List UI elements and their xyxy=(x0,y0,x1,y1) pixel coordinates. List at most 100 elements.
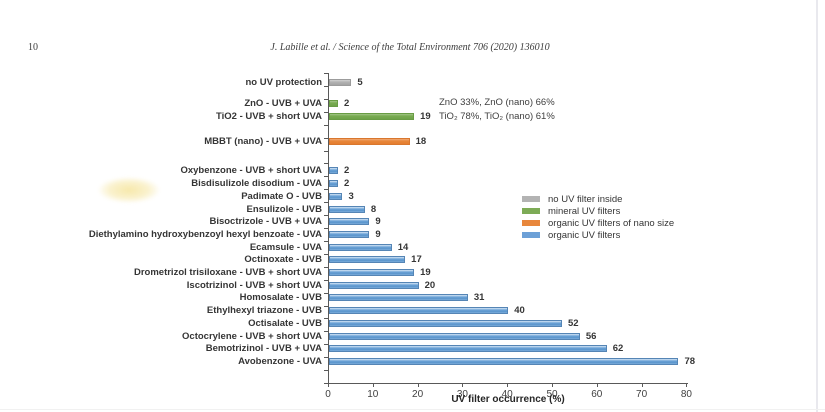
y-axis-tick xyxy=(324,253,328,255)
bar xyxy=(329,243,392,251)
highlighter-mark xyxy=(98,177,160,203)
y-axis-tick xyxy=(324,344,328,346)
bar xyxy=(329,281,419,289)
category-label: Octinoxate - UVB xyxy=(244,254,322,266)
bar xyxy=(329,345,607,353)
y-axis-tick xyxy=(324,85,328,87)
bar xyxy=(329,112,415,120)
value-label: 3 xyxy=(348,190,354,202)
y-axis-tick xyxy=(324,228,328,229)
category-label: Ecamsule - UVA xyxy=(249,241,322,253)
y-axis-tick xyxy=(324,318,328,320)
category-label: Bisdisulizole disodium - UVA xyxy=(191,178,322,190)
value-label: 52 xyxy=(567,317,579,329)
x-axis-tick xyxy=(596,383,598,387)
x-tick-label: 0 xyxy=(325,389,331,400)
x-axis-tick xyxy=(462,383,464,387)
y-axis-tick xyxy=(324,331,328,333)
bar xyxy=(329,218,370,226)
x-tick-label: 70 xyxy=(636,389,648,400)
x-axis xyxy=(328,383,689,384)
legend-label: mineral UV filters xyxy=(548,205,621,217)
bar xyxy=(329,100,338,108)
x-axis-tick xyxy=(641,383,643,387)
value-label: 2 xyxy=(343,165,350,177)
legend-swatch-organic-nano xyxy=(522,220,540,226)
y-axis-tick xyxy=(324,98,328,100)
x-axis-tick xyxy=(507,383,509,387)
value-label: 62 xyxy=(612,343,624,355)
value-label: 19 xyxy=(420,267,431,278)
y-axis-tick xyxy=(324,202,328,204)
bar xyxy=(329,138,410,146)
y-axis-tick xyxy=(324,215,328,217)
category-label: Iscotrizinol - UVB + short UVA xyxy=(186,279,322,291)
running-head: J. Labille et al. / Science of the Total… xyxy=(270,42,550,53)
category-label: Diethylamino hydroxybenzoyl hexyl benzoa… xyxy=(88,228,322,240)
bar xyxy=(329,205,365,213)
bar xyxy=(329,192,343,200)
y-axis-tick xyxy=(324,189,328,191)
y-axis-tick xyxy=(324,357,328,359)
legend-label: no UV filter inside xyxy=(548,193,623,205)
category-label: Octisalate - UVB xyxy=(248,317,322,329)
y-axis-tick xyxy=(324,266,328,268)
x-axis-title: UV filter occurrence (%) xyxy=(451,394,565,405)
value-label: 9 xyxy=(375,228,381,240)
x-tick-label: 20 xyxy=(412,389,424,400)
value-label: 19 xyxy=(420,110,431,122)
category-label: Padimate O - UVB xyxy=(241,190,322,202)
y-axis-tick xyxy=(324,279,328,281)
value-label: 40 xyxy=(514,305,525,317)
value-label: 17 xyxy=(411,254,422,266)
category-label: Drometrizol trisiloxane - UVB + short UV… xyxy=(133,267,322,278)
y-axis-tick xyxy=(324,370,328,372)
bar xyxy=(329,307,509,315)
bar xyxy=(329,78,352,86)
category-label: Homosalate - UVB xyxy=(239,292,322,304)
category-label: TiO2 - UVB + short UVA xyxy=(215,110,322,122)
legend-label: organic UV filters of nano size xyxy=(548,217,675,229)
page-bottom-edge xyxy=(0,409,825,410)
bar xyxy=(329,256,406,264)
annotation-tio2: TiO₂ 78%, TiO₂ (nano) 61% xyxy=(439,111,555,122)
page-right-edge xyxy=(816,0,818,412)
category-label: Ethylhexyl triazone - UVB xyxy=(206,305,322,317)
category-label: Bemotrizinol - UVB + UVA xyxy=(205,343,322,355)
x-axis-tick xyxy=(417,383,419,387)
y-axis-tick xyxy=(324,137,328,139)
category-label: Oxybenzone - UVB + short UVA xyxy=(180,165,322,177)
legend-swatch-no-filter xyxy=(522,196,540,202)
legend-item: organic UV filters of nano size xyxy=(522,217,675,229)
x-tick-label: 30 xyxy=(456,389,468,400)
y-axis xyxy=(328,73,329,383)
bar xyxy=(329,357,679,365)
y-axis-tick xyxy=(324,111,328,113)
legend: no UV filter inside mineral UV filters org… xyxy=(522,193,675,241)
legend-label: organic UV filters xyxy=(548,229,621,241)
y-axis-tick xyxy=(324,124,328,126)
x-tick-label: 10 xyxy=(367,389,379,400)
x-axis-tick xyxy=(552,383,553,387)
bar xyxy=(329,230,370,238)
value-label: 2 xyxy=(343,98,350,110)
value-label: 14 xyxy=(397,241,409,253)
bar xyxy=(329,332,580,340)
category-label: Ensulizole - UVB xyxy=(246,203,322,215)
x-tick-label: 50 xyxy=(546,389,558,400)
value-label: 31 xyxy=(473,292,485,304)
category-label: ZnO - UVB + UVA xyxy=(244,98,322,110)
y-axis-tick xyxy=(324,176,328,178)
x-tick-label: 80 xyxy=(680,389,692,400)
value-label: 78 xyxy=(684,355,696,367)
bar xyxy=(329,269,415,276)
y-axis-tick xyxy=(324,73,328,74)
value-label: 18 xyxy=(415,136,427,148)
bar xyxy=(329,180,338,188)
value-label: 56 xyxy=(585,330,597,342)
category-label: Octocrylene - UVB + short UVA xyxy=(182,330,322,342)
y-axis-tick xyxy=(324,292,328,294)
category-label: Avobenzone - UVA xyxy=(238,355,322,367)
y-axis-tick xyxy=(324,383,328,384)
